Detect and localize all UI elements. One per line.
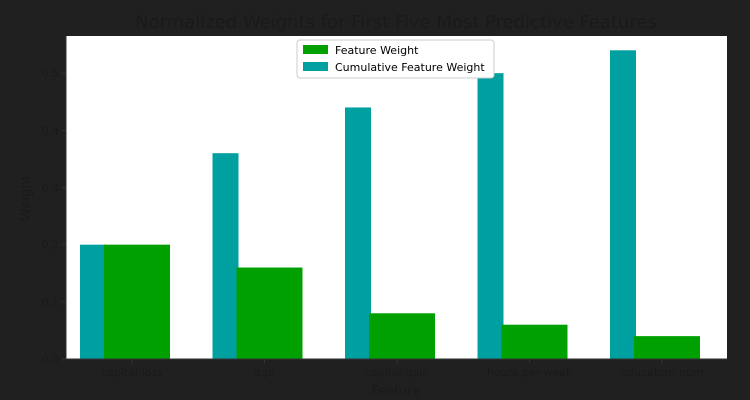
legend-box (296, 39, 495, 79)
bar-feature-capital-gain (369, 313, 435, 359)
bar-cumulative-education-num (610, 50, 636, 360)
bar-feature-age (236, 267, 303, 359)
bar-cumulative-capital-loss (80, 244, 106, 359)
x-axis-label: Feature (371, 384, 420, 399)
legend-label: Feature Weight (335, 44, 419, 57)
y-tick-label: 0.3 (42, 181, 60, 194)
y-tick-label: 0.0 (42, 353, 60, 366)
y-tick-label: 0.4 (42, 124, 60, 137)
x-tick-label: capital-loss (101, 366, 163, 379)
bar-cumulative-hours-per-week (477, 73, 504, 359)
x-tick-label: hours-per-week (487, 366, 573, 379)
bar-feature-hours-per-week (501, 324, 568, 359)
bar-cumulative-capital-gain (345, 107, 371, 359)
bar-feature-education-num (634, 336, 700, 359)
chart-title: Normalized Weights for First Five Most P… (135, 12, 657, 33)
y-tick-label: 0.5 (42, 67, 60, 80)
legend-swatch (303, 45, 328, 54)
y-tick-label: 0.2 (42, 239, 60, 252)
legend-swatch (303, 62, 328, 71)
x-tick-label: education-num (620, 366, 703, 379)
x-tick-label: capital-gain (365, 366, 430, 379)
x-tick-label: age (254, 366, 275, 379)
bar-cumulative-age (212, 153, 239, 359)
legend-label: Cumulative Feature Weight (335, 61, 485, 74)
y-tick-label: 0.1 (42, 296, 60, 309)
y-axis-label: Weight (19, 175, 34, 220)
bar-feature-capital-loss (104, 244, 170, 359)
